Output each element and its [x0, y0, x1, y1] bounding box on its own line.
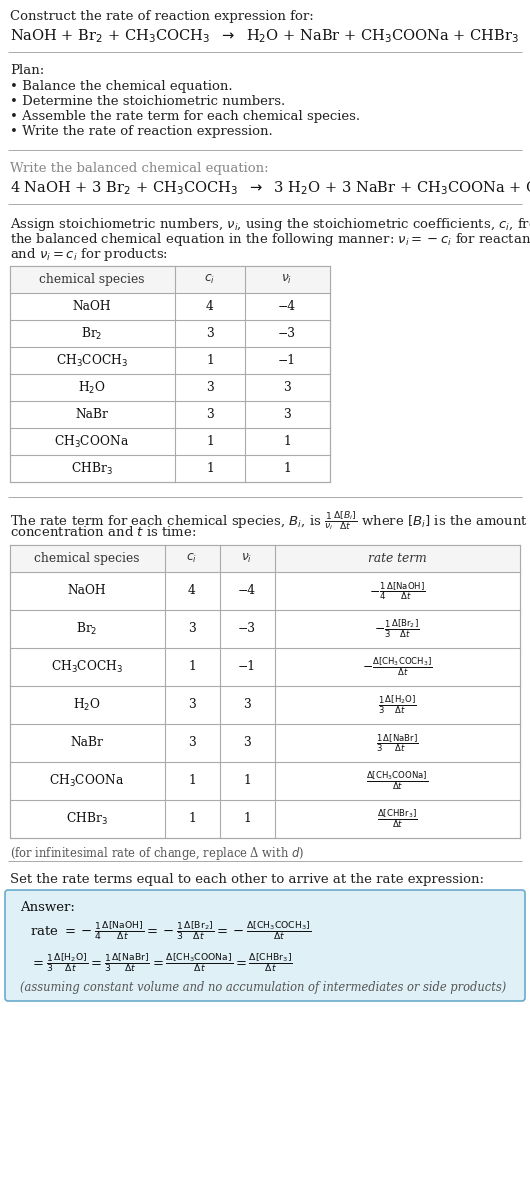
Text: 3: 3 [206, 327, 214, 340]
Text: and $\nu_i = c_i$ for products:: and $\nu_i = c_i$ for products: [10, 246, 168, 262]
Text: 1: 1 [188, 774, 196, 787]
Text: Set the rate terms equal to each other to arrive at the rate expression:: Set the rate terms equal to each other t… [10, 873, 484, 886]
Text: $\nu_i$: $\nu_i$ [281, 273, 293, 287]
Text: Br$_2$: Br$_2$ [76, 621, 98, 637]
Text: H$_2$O: H$_2$O [78, 379, 106, 396]
Text: CHBr$_3$: CHBr$_3$ [71, 460, 113, 477]
Text: −3: −3 [278, 327, 296, 340]
Text: 3: 3 [188, 698, 196, 712]
Bar [10, 266, 330, 293]
Text: 1: 1 [206, 354, 214, 367]
Text: −1: −1 [278, 354, 296, 367]
Text: 3: 3 [188, 737, 196, 750]
Text: concentration and $t$ is time:: concentration and $t$ is time: [10, 525, 197, 539]
Text: chemical species: chemical species [39, 273, 145, 287]
Text: Write the balanced chemical equation:: Write the balanced chemical equation: [10, 163, 269, 175]
Text: $\nu_i$: $\nu_i$ [241, 551, 253, 565]
Text: 3: 3 [188, 622, 196, 636]
Text: 1: 1 [283, 435, 291, 448]
Text: 4 NaOH + 3 Br$_2$ + CH$_3$COCH$_3$  $\rightarrow$  3 H$_2$O + 3 NaBr + CH$_3$COO: 4 NaOH + 3 Br$_2$ + CH$_3$COCH$_3$ $\rig… [10, 179, 530, 196]
Text: • Assemble the rate term for each chemical species.: • Assemble the rate term for each chemic… [10, 110, 360, 123]
Text: (assuming constant volume and no accumulation of intermediates or side products): (assuming constant volume and no accumul… [20, 981, 506, 995]
Text: 1: 1 [243, 813, 251, 826]
Text: CHBr$_3$: CHBr$_3$ [66, 811, 108, 827]
Text: Assign stoichiometric numbers, $\nu_i$, using the stoichiometric coefficients, $: Assign stoichiometric numbers, $\nu_i$, … [10, 216, 530, 234]
Text: 1: 1 [206, 435, 214, 448]
Text: NaBr: NaBr [76, 408, 109, 421]
Text: $\frac{1}{3}\frac{\Delta[\mathrm{NaBr}]}{\Delta t}$: $\frac{1}{3}\frac{\Delta[\mathrm{NaBr}]}… [376, 732, 418, 754]
Text: −3: −3 [238, 622, 256, 636]
Text: 1: 1 [188, 661, 196, 673]
Text: • Balance the chemical equation.: • Balance the chemical equation. [10, 79, 233, 93]
Text: 4: 4 [188, 584, 196, 597]
Text: CH$_3$COCH$_3$: CH$_3$COCH$_3$ [56, 353, 128, 368]
Text: • Write the rate of reaction expression.: • Write the rate of reaction expression. [10, 125, 273, 138]
Text: 3: 3 [206, 380, 214, 394]
FancyBboxPatch shape [5, 890, 525, 1001]
Text: The rate term for each chemical species, $B_i$, is $\frac{1}{\nu_i}\frac{\Delta : The rate term for each chemical species,… [10, 509, 528, 532]
Text: CH$_3$COCH$_3$: CH$_3$COCH$_3$ [51, 659, 123, 675]
Text: 3: 3 [283, 408, 291, 421]
Text: NaOH + Br$_2$ + CH$_3$COCH$_3$  $\rightarrow$  H$_2$O + NaBr + CH$_3$COONa + CHB: NaOH + Br$_2$ + CH$_3$COCH$_3$ $\rightar… [10, 26, 519, 45]
Text: Answer:: Answer: [20, 901, 75, 914]
Text: rate term: rate term [368, 551, 426, 565]
Text: $\frac{1}{3}\frac{\Delta[\mathrm{H_2O}]}{\Delta t}$: $\frac{1}{3}\frac{\Delta[\mathrm{H_2O}]}… [377, 694, 417, 716]
Text: Construct the rate of reaction expression for:: Construct the rate of reaction expressio… [10, 10, 314, 23]
Text: $-\frac{\Delta[\mathrm{CH_3COCH_3}]}{\Delta t}$: $-\frac{\Delta[\mathrm{CH_3COCH_3}]}{\De… [361, 656, 432, 678]
Text: 3: 3 [206, 408, 214, 421]
Text: Plan:: Plan: [10, 64, 44, 77]
Text: Br$_2$: Br$_2$ [81, 325, 103, 342]
Text: 3: 3 [243, 698, 251, 712]
Text: 1: 1 [188, 813, 196, 826]
Text: $\frac{\Delta[\mathrm{CHBr_3}]}{\Delta t}$: $\frac{\Delta[\mathrm{CHBr_3}]}{\Delta t… [377, 808, 417, 831]
Text: 3: 3 [243, 737, 251, 750]
Text: 4: 4 [206, 300, 214, 313]
Text: chemical species: chemical species [34, 551, 140, 565]
Text: NaOH: NaOH [68, 584, 107, 597]
Text: • Determine the stoichiometric numbers.: • Determine the stoichiometric numbers. [10, 95, 285, 108]
Bar [10, 545, 520, 838]
Text: CH$_3$COONa: CH$_3$COONa [49, 773, 125, 789]
Text: −4: −4 [278, 300, 296, 313]
Text: $\frac{\Delta[\mathrm{CH_3COONa}]}{\Delta t}$: $\frac{\Delta[\mathrm{CH_3COONa}]}{\Delt… [366, 769, 428, 792]
Text: −4: −4 [238, 584, 256, 597]
Bar [10, 266, 330, 482]
Text: $= \frac{1}{3}\frac{\Delta[\mathrm{H_2O}]}{\Delta t} = \frac{1}{3}\frac{\Delta[\: $= \frac{1}{3}\frac{\Delta[\mathrm{H_2O}… [30, 951, 293, 974]
Text: NaOH: NaOH [73, 300, 111, 313]
Text: $-\frac{1}{3}\frac{\Delta[\mathrm{Br_2}]}{\Delta t}$: $-\frac{1}{3}\frac{\Delta[\mathrm{Br_2}]… [374, 618, 420, 641]
Text: CH$_3$COONa: CH$_3$COONa [55, 433, 129, 449]
Text: $c_i$: $c_i$ [205, 273, 216, 287]
Text: NaBr: NaBr [70, 737, 103, 750]
Bar [10, 545, 520, 572]
Text: $c_i$: $c_i$ [187, 551, 198, 565]
Text: −1: −1 [238, 661, 256, 673]
Text: 1: 1 [206, 462, 214, 476]
Text: (for infinitesimal rate of change, replace Δ with $d$): (for infinitesimal rate of change, repla… [10, 845, 304, 862]
Text: $-\frac{1}{4}\frac{\Delta[\mathrm{NaOH}]}{\Delta t}$: $-\frac{1}{4}\frac{\Delta[\mathrm{NaOH}]… [369, 580, 426, 602]
Text: the balanced chemical equation in the following manner: $\nu_i = -c_i$ for react: the balanced chemical equation in the fo… [10, 231, 530, 248]
Text: 3: 3 [283, 380, 291, 394]
Text: 1: 1 [243, 774, 251, 787]
Text: rate $= -\frac{1}{4}\frac{\Delta[\mathrm{NaOH}]}{\Delta t} = -\frac{1}{3}\frac{\: rate $= -\frac{1}{4}\frac{\Delta[\mathrm… [30, 919, 312, 942]
Text: H$_2$O: H$_2$O [73, 697, 101, 713]
Text: 1: 1 [283, 462, 291, 476]
